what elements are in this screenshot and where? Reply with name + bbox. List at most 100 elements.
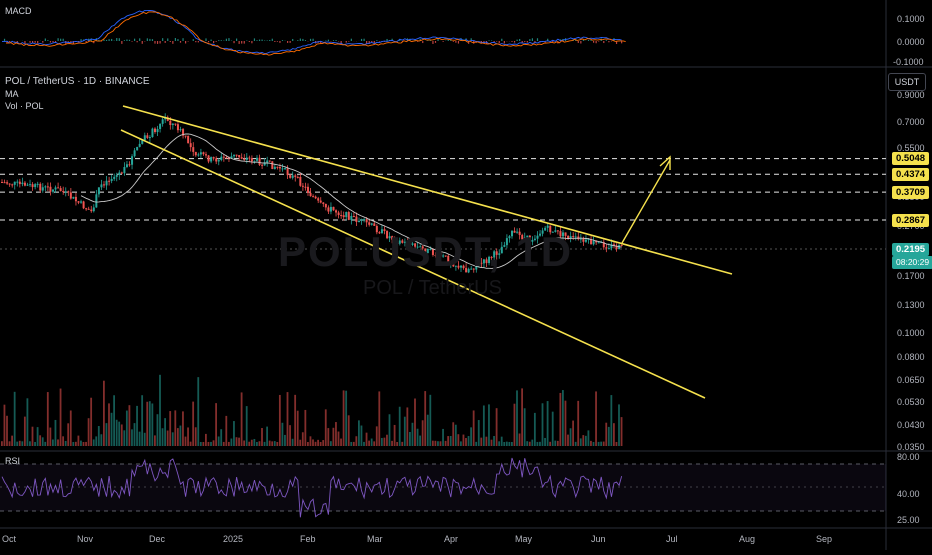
macd-label[interactable]: MACD bbox=[5, 6, 32, 16]
macd-histogram-bar bbox=[142, 41, 143, 44]
volume-bar bbox=[167, 431, 169, 446]
candle-body bbox=[100, 184, 102, 187]
volume-bar bbox=[292, 439, 294, 446]
volume-bar bbox=[223, 442, 225, 446]
macd-histogram-bar bbox=[129, 40, 130, 41]
volume-bar bbox=[65, 441, 67, 446]
candle-body bbox=[80, 201, 82, 202]
volume-bar bbox=[531, 440, 533, 446]
volume-bar bbox=[457, 434, 459, 446]
candle-body bbox=[121, 173, 123, 174]
candle-body bbox=[259, 158, 261, 165]
volume-bar bbox=[154, 435, 156, 446]
rsi-label[interactable]: RSI bbox=[5, 456, 20, 466]
macd-histogram-bar bbox=[195, 41, 196, 42]
macd-histogram-bar bbox=[226, 39, 227, 41]
macd-histogram-bar bbox=[333, 40, 334, 41]
volume-bar bbox=[85, 442, 87, 446]
currency-button[interactable]: USDT bbox=[888, 73, 926, 91]
time-axis-label: May bbox=[515, 534, 532, 544]
macd-histogram-bar bbox=[70, 41, 71, 42]
macd-histogram-bar bbox=[211, 40, 212, 41]
volume-bar bbox=[608, 427, 610, 446]
time-axis-label: Sep bbox=[816, 534, 832, 544]
candle-body bbox=[39, 184, 41, 191]
candle-body bbox=[276, 167, 278, 168]
volume-bar bbox=[151, 403, 153, 446]
volume-bar bbox=[353, 442, 355, 446]
macd-histogram-bar bbox=[310, 39, 311, 41]
volume-bar bbox=[83, 442, 85, 446]
macd-histogram-bar bbox=[262, 40, 263, 41]
price-axis-label: 0.0350 bbox=[897, 442, 925, 452]
candle-body bbox=[72, 197, 74, 199]
candle-body bbox=[195, 152, 197, 155]
candle-body bbox=[32, 184, 34, 187]
vol-label[interactable]: Vol · POL bbox=[5, 101, 44, 111]
candle-body bbox=[205, 154, 207, 155]
volume-bar bbox=[580, 438, 582, 446]
macd-histogram-bar bbox=[292, 39, 293, 41]
candle-body bbox=[266, 160, 268, 162]
volume-bar bbox=[460, 441, 462, 446]
volume-bar bbox=[90, 398, 92, 446]
volume-bar bbox=[363, 442, 365, 446]
macd-histogram-bar bbox=[335, 40, 336, 41]
volume-bar bbox=[62, 436, 64, 446]
ma-label[interactable]: MA bbox=[5, 89, 19, 99]
macd-histogram-bar bbox=[267, 40, 268, 41]
volume-bar bbox=[366, 433, 368, 446]
volume-bar bbox=[529, 442, 531, 446]
volume-bar bbox=[524, 408, 526, 446]
candle-body bbox=[256, 158, 258, 161]
volume-bar bbox=[202, 442, 204, 446]
candle-body bbox=[149, 137, 151, 138]
volume-bar bbox=[590, 441, 592, 446]
macd-histogram-bar bbox=[596, 41, 597, 43]
volume-bar bbox=[95, 436, 97, 446]
macd-histogram-bar bbox=[149, 39, 150, 41]
volume-bar bbox=[488, 404, 490, 446]
candle-body bbox=[103, 184, 105, 185]
candle-body bbox=[243, 159, 245, 160]
candle-body bbox=[248, 158, 250, 159]
volume-bar bbox=[437, 441, 439, 446]
volume-bar bbox=[310, 436, 312, 446]
volume-bar bbox=[554, 441, 556, 446]
macd-histogram-bar bbox=[37, 41, 38, 43]
volume-bar bbox=[100, 434, 102, 446]
candle-body bbox=[353, 216, 355, 217]
volume-bar bbox=[447, 436, 449, 446]
volume-bar bbox=[284, 435, 286, 446]
volume-bar bbox=[195, 427, 197, 446]
candle-body bbox=[113, 177, 115, 179]
candle-body bbox=[42, 187, 44, 190]
macd-histogram-bar bbox=[124, 40, 125, 41]
macd-histogram-bar bbox=[297, 40, 298, 41]
candle-body bbox=[307, 187, 309, 193]
candle-body bbox=[251, 158, 253, 161]
volume-bar bbox=[218, 436, 220, 446]
volume-bar bbox=[610, 395, 612, 446]
candle-body bbox=[608, 248, 610, 249]
volume-bar bbox=[169, 411, 171, 446]
volume-bar bbox=[126, 411, 128, 446]
volume-bar bbox=[621, 417, 623, 446]
volume-bar bbox=[208, 442, 210, 446]
volume-bar bbox=[396, 442, 398, 446]
symbol-header[interactable]: POL / TetherUS · 1D · BINANCE bbox=[5, 76, 150, 87]
volume-bar bbox=[514, 404, 516, 446]
macd-histogram-bar bbox=[519, 39, 520, 41]
volume-bar bbox=[618, 404, 620, 446]
volume-bar bbox=[197, 377, 199, 446]
time-axis-label: Dec bbox=[149, 534, 165, 544]
candle-body bbox=[4, 182, 6, 183]
macd-histogram-bar bbox=[160, 41, 161, 43]
volume-bar bbox=[220, 429, 222, 446]
volume-bar bbox=[575, 442, 577, 446]
volume-bar bbox=[537, 442, 539, 446]
time-axis-label: 2025 bbox=[223, 534, 243, 544]
candle-body bbox=[177, 124, 179, 130]
candle-body bbox=[70, 192, 72, 198]
macd-histogram-bar bbox=[511, 41, 512, 42]
